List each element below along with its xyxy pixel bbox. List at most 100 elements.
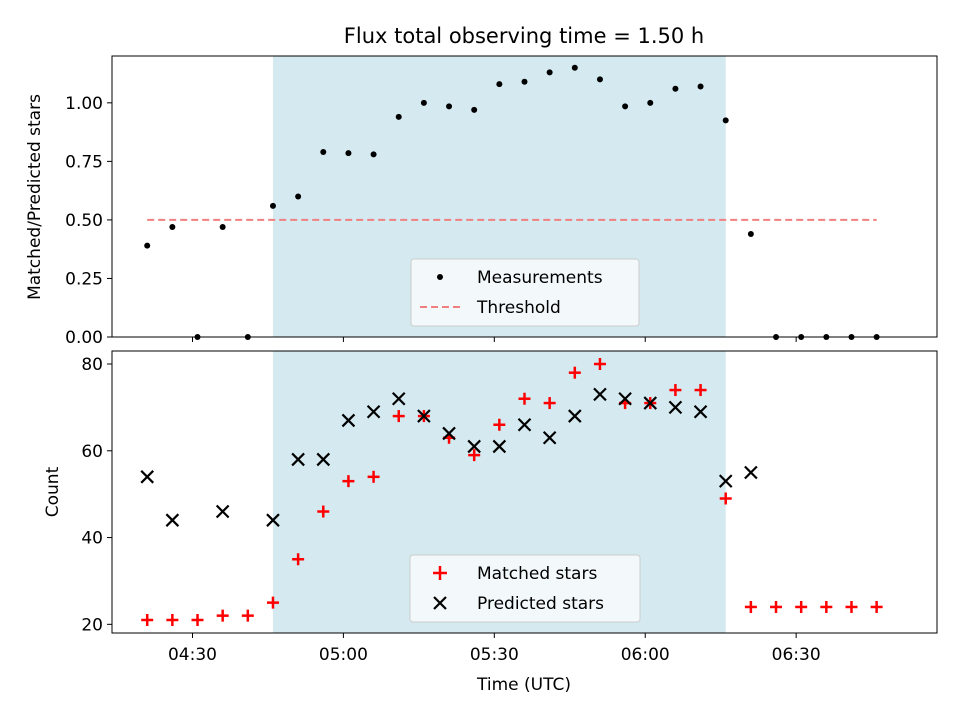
matched-legend-marker bbox=[433, 566, 447, 580]
predicted-stars-point bbox=[693, 404, 708, 419]
ratio-legend-box bbox=[410, 258, 640, 327]
matched-stars-point bbox=[191, 613, 204, 626]
predicted-stars-point bbox=[492, 439, 507, 454]
predicted-stars-point bbox=[341, 413, 356, 428]
x-tick-label: 06:00 bbox=[621, 645, 670, 665]
y-tick-label: 0.00 bbox=[65, 328, 103, 348]
measurement-point bbox=[571, 64, 578, 71]
predicted-stars-point bbox=[593, 387, 607, 402]
predicted-stars-point bbox=[165, 513, 180, 527]
predicted-stars-point bbox=[718, 474, 733, 488]
count-y-axis-label: Count bbox=[43, 466, 63, 517]
ratio-legend: Measurements Threshold bbox=[410, 258, 640, 327]
matched-stars-point bbox=[870, 600, 883, 613]
predicted-stars-point bbox=[618, 391, 632, 406]
measurement-point bbox=[295, 193, 302, 200]
predicted-stars-point bbox=[568, 409, 582, 423]
measurement-point bbox=[345, 150, 352, 157]
predicted-stars-point bbox=[417, 409, 431, 423]
measurement-point bbox=[395, 113, 402, 120]
y-tick-label: 80 bbox=[81, 355, 103, 375]
matched-stars-point bbox=[593, 358, 606, 371]
predicted-stars-point bbox=[391, 391, 406, 406]
x-tick-label: 06:30 bbox=[772, 645, 821, 665]
ratio-panel-frame bbox=[111, 55, 938, 338]
matched-stars-point bbox=[342, 475, 355, 488]
matched-stars-point bbox=[367, 470, 380, 483]
measurement-point bbox=[471, 106, 478, 113]
predicted-stars-point bbox=[291, 452, 305, 467]
measurement-point bbox=[546, 69, 553, 76]
measurement-legend-label: Measurements bbox=[477, 268, 603, 288]
matched-stars-point bbox=[820, 600, 833, 613]
predicted-stars-point bbox=[316, 452, 331, 467]
count-points bbox=[140, 358, 883, 626]
matched-stars-point bbox=[317, 505, 330, 518]
count-axis-ticks: 20 40 60 80 04:30 05:00 05:30 06:00 06:30 bbox=[81, 355, 820, 665]
matched-stars-point bbox=[543, 397, 556, 410]
count-legend: Matched stars Predicted stars bbox=[409, 554, 641, 623]
measurement-point bbox=[747, 230, 754, 237]
measurement-point bbox=[370, 151, 377, 158]
matched-stars-point bbox=[468, 449, 481, 462]
matched-stars-point bbox=[770, 600, 783, 613]
measurement-point bbox=[672, 85, 679, 92]
predicted-stars-point bbox=[517, 417, 532, 432]
chart-title: Flux total observing time = 1.50 h bbox=[344, 24, 704, 48]
y-tick-label: 1.00 bbox=[65, 94, 103, 114]
measurement-point bbox=[722, 117, 729, 124]
predicted-stars-point bbox=[215, 504, 230, 519]
matched-stars-point bbox=[568, 366, 581, 379]
matched-stars-point bbox=[292, 553, 305, 566]
measurement-point bbox=[219, 223, 226, 230]
count-panel-frame bbox=[111, 350, 938, 634]
matched-stars-point bbox=[669, 384, 682, 397]
predicted-stars-point bbox=[467, 439, 481, 454]
predicted-stars-point bbox=[442, 426, 456, 441]
matched-stars-point bbox=[216, 609, 229, 622]
matched-stars-point bbox=[141, 613, 154, 626]
matched-stars-point bbox=[493, 418, 506, 431]
measurement-point bbox=[496, 81, 503, 88]
ratio-panel: 0.00 0.25 0.50 0.75 1.00 Flux total observin… bbox=[25, 24, 938, 348]
x-tick-label: 05:30 bbox=[470, 645, 519, 665]
x-tick-label: 05:00 bbox=[319, 645, 368, 665]
y-tick-label: 0.50 bbox=[65, 211, 103, 231]
ratio-axis-ticks: 0.00 0.25 0.50 0.75 1.00 bbox=[65, 94, 797, 348]
matched-stars-point bbox=[744, 600, 757, 613]
measurement-point bbox=[169, 223, 176, 230]
y-tick-label: 60 bbox=[81, 442, 103, 462]
x-tick-label: 04:30 bbox=[168, 645, 217, 665]
matched-stars-point bbox=[266, 596, 279, 609]
y-tick-label: 20 bbox=[81, 615, 103, 635]
matched-legend-label: Matched stars bbox=[477, 564, 597, 584]
count-legend-box bbox=[409, 554, 641, 623]
measurement-point bbox=[697, 83, 704, 90]
matched-stars-point bbox=[694, 384, 707, 397]
matched-stars-point bbox=[241, 609, 254, 622]
matched-stars-point bbox=[719, 492, 732, 505]
measurement-point bbox=[420, 99, 427, 106]
matched-stars-point bbox=[166, 613, 179, 626]
y-tick-label: 0.75 bbox=[65, 152, 103, 172]
predicted-stars-point bbox=[744, 465, 758, 480]
measurement-point bbox=[320, 149, 327, 156]
measurement-point bbox=[521, 78, 528, 85]
measurement-point bbox=[144, 242, 151, 249]
predicted-stars-point bbox=[668, 400, 683, 415]
measurement-point bbox=[446, 103, 453, 110]
matched-stars-point bbox=[392, 410, 405, 423]
x-axis-label: Time (UTC) bbox=[476, 675, 571, 695]
matched-stars-point bbox=[845, 600, 858, 613]
matched-stars-point bbox=[518, 392, 531, 405]
predicted-stars-point bbox=[140, 470, 154, 484]
predicted-stars-point bbox=[542, 430, 557, 445]
predicted-stars-point bbox=[366, 404, 381, 419]
measurement-legend-marker bbox=[437, 274, 443, 280]
measurement-point bbox=[622, 103, 629, 110]
measurement-point bbox=[647, 99, 654, 106]
threshold-legend-label: Threshold bbox=[476, 298, 561, 318]
ratio-y-axis-label: Matched/Predicted stars bbox=[25, 94, 45, 300]
